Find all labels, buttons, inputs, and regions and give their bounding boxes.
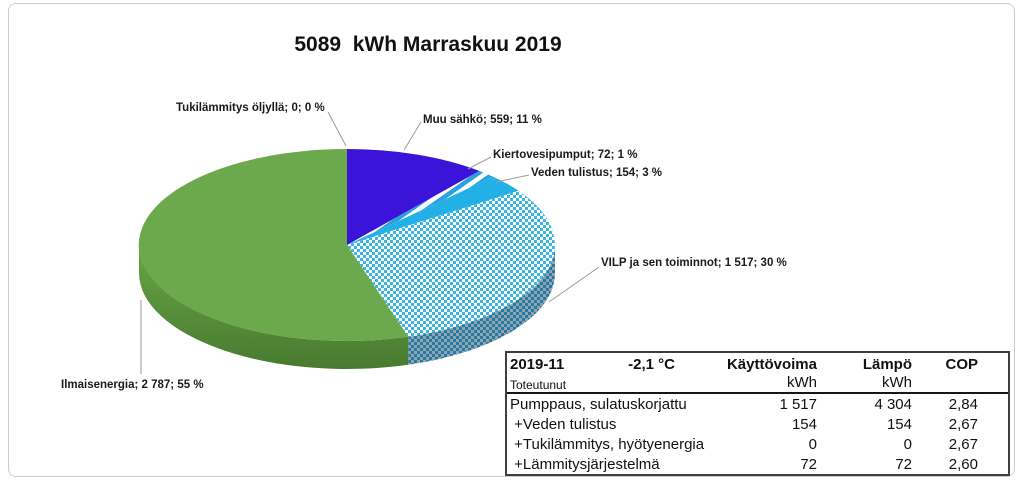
pie-slices xyxy=(138,148,555,369)
pie-label-muu-sahko: Muu sähkö; 559; 11 % xyxy=(423,114,542,126)
table-period: 2019-11 xyxy=(510,356,565,373)
table-row: +Tukilämmitys, hyötyenergia 0 0 2,67 xyxy=(507,434,1008,454)
table-row: +Lämmitysjärjestelmä 72 72 2,60 xyxy=(507,454,1008,474)
pie-label-veden-tulistus: Veden tulistus; 154; 3 % xyxy=(531,167,663,179)
table-unit-kayttovoima: kWh xyxy=(787,374,817,391)
table-cell: 72 xyxy=(800,456,817,473)
leader-tukilammitys xyxy=(327,111,347,147)
table-cell: 2,67 xyxy=(948,416,978,433)
table-row: Pumppaus, sulatuskorjattu 1 517 4 304 2,84 xyxy=(507,394,1008,414)
table-cell: 154 xyxy=(791,416,817,433)
leader-lines xyxy=(140,111,600,374)
leader-vilp xyxy=(548,266,600,303)
muu-s-hk-slice xyxy=(347,149,480,245)
table-row: +Veden tulistus 154 154 2,67 xyxy=(507,414,1008,434)
summary-table: 2019-11 -2,1 °C Käyttövoima Lämpö COP To… xyxy=(505,351,1010,476)
table-cell: 72 xyxy=(895,456,912,473)
table-unit-lampo: kWh xyxy=(882,374,912,391)
summary-table-header: 2019-11 -2,1 °C Käyttövoima Lämpö COP To… xyxy=(507,353,1008,394)
vilp-ja-sen-toiminnot-slice-side xyxy=(408,245,555,365)
table-col-cop: COP xyxy=(945,356,978,373)
table-cell: Pumppaus, sulatuskorjattu xyxy=(510,396,687,413)
vilp-ja-sen-toiminnot-slice xyxy=(347,190,555,337)
table-cell: 0 xyxy=(808,436,817,453)
ilmaisenergia-slice xyxy=(138,148,409,341)
table-cell: 4 304 xyxy=(874,396,912,413)
pie-label-vilp: VILP ja sen toiminnot; 1 517; 30 % xyxy=(601,257,787,269)
summary-table-body: Pumppaus, sulatuskorjattu 1 517 4 304 2,84 … xyxy=(507,394,1008,474)
pie-label-ilmaisenergia: Ilmaisenergia; 2 787; 55 % xyxy=(61,379,204,391)
table-cell: +Veden tulistus xyxy=(510,416,617,433)
table-temperature: -2,1 °C xyxy=(628,356,675,373)
table-cell: +Tukilämmitys, hyötyenergia xyxy=(510,436,705,453)
table-col-kayttovoima: Käyttövoima xyxy=(726,356,817,373)
kiertovesipumput-slice xyxy=(347,171,494,245)
table-cell: 154 xyxy=(886,416,912,433)
table-col-lampo: Lämpö xyxy=(862,356,912,373)
pie-label-tukilammitys: Tukilämmitys öljyllä; 0; 0 % xyxy=(176,102,325,114)
table-header-period-cell: 2019-11 -2,1 °C xyxy=(507,356,709,374)
table-cell: 0 xyxy=(903,436,912,453)
table-subheader-label: Toteutunut xyxy=(510,377,567,392)
leader-veden-tulistus xyxy=(495,174,530,183)
table-cell: 1 517 xyxy=(779,396,817,413)
veden-tulistus-slice xyxy=(347,176,519,245)
table-cell: +Lämmitysjärjestelmä xyxy=(510,456,660,473)
leader-kiertovesipumput xyxy=(467,156,492,170)
chart-title: 5089 kWh Marraskuu 2019 xyxy=(294,33,562,56)
leader-muu-sahko xyxy=(403,121,422,151)
table-cell: 2,60 xyxy=(948,456,978,473)
table-cell: 2,67 xyxy=(948,436,978,453)
ilmaisenergia-slice-side xyxy=(139,245,409,369)
pie-label-kiertovesipumput: Kiertovesipumput; 72; 1 % xyxy=(493,149,638,161)
table-cell: 2,84 xyxy=(948,396,978,413)
